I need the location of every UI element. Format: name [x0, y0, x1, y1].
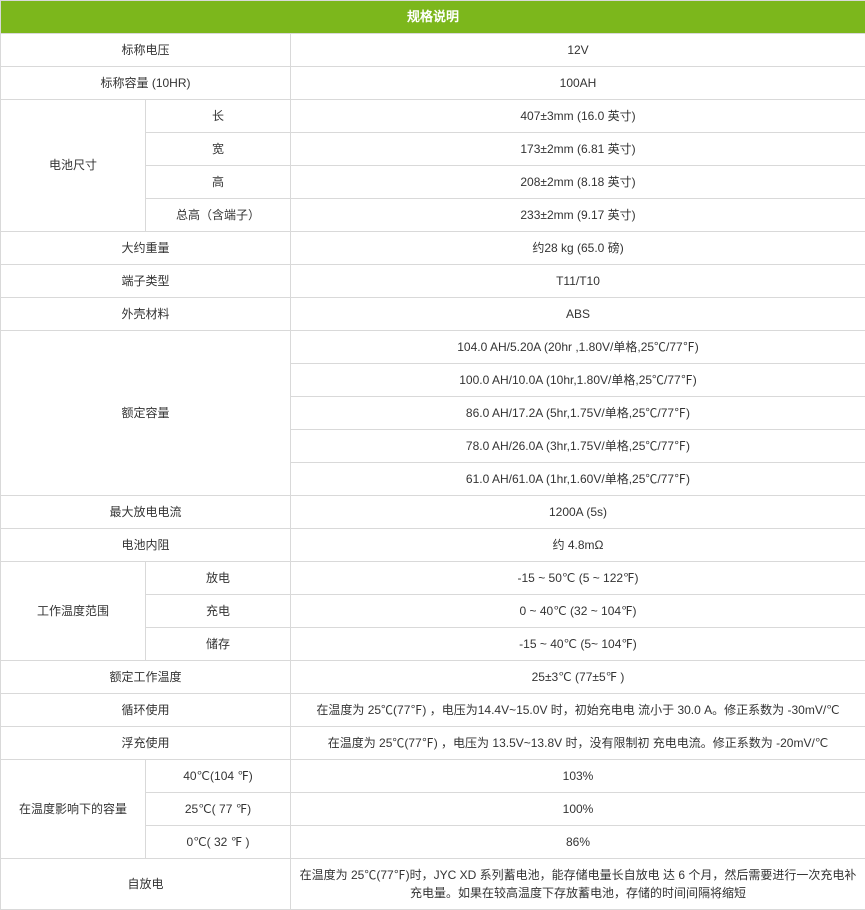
table-row: 外壳材料 ABS — [1, 297, 865, 330]
label-temp-range: 工作温度范围 — [1, 561, 146, 660]
table-row: 最大放电电流 1200A (5s) — [1, 495, 865, 528]
table-row: 循环使用 在温度为 25℃(77℉) ，电压为14.4V~15.0V 时，初始充… — [1, 693, 865, 726]
value-width: 173±2mm (6.81 英寸) — [291, 132, 865, 165]
value-40c: 103% — [291, 759, 865, 792]
value-self-discharge: 在温度为 25℃(77℉)时，JYC XD 系列蓄电池，能存储电量长自放电 达 … — [291, 858, 865, 909]
value-rated-capacity-2: 100.0 AH/10.0A (10hr,1.80V/单格,25℃/77℉) — [291, 363, 865, 396]
table-row: 浮充使用 在温度为 25℃(77℉) ，电压为 13.5V~13.8V 时，没有… — [1, 726, 865, 759]
table-row: 电池尺寸 长 407±3mm (16.0 英寸) — [1, 99, 865, 132]
value-charge-temp: 0 ~ 40℃ (32 ~ 104℉) — [291, 594, 865, 627]
spec-table: 规格说明 标称电压 12V 标称容量 (10HR) 100AH 电池尺寸 长 4… — [0, 0, 865, 910]
label-self-discharge: 自放电 — [1, 858, 291, 909]
label-temp-effect: 在温度影响下的容量 — [1, 759, 146, 858]
header-row: 规格说明 — [1, 1, 865, 34]
label-storage-temp: 储存 — [146, 627, 291, 660]
value-terminal: T11/T10 — [291, 264, 865, 297]
label-0c: 0℃( 32 ℉ ) — [146, 825, 291, 858]
table-row: 额定容量 104.0 AH/5.20A (20hr ,1.80V/单格,25℃/… — [1, 330, 865, 363]
label-weight: 大约重量 — [1, 231, 291, 264]
value-cycle-use: 在温度为 25℃(77℉) ，电压为14.4V~15.0V 时，初始充电电 流小… — [291, 693, 865, 726]
value-nominal-voltage: 12V — [291, 33, 865, 66]
label-rated-capacity: 额定容量 — [1, 330, 291, 495]
label-total-height: 总高（含端子） — [146, 198, 291, 231]
table-row: 标称容量 (10HR) 100AH — [1, 66, 865, 99]
table-row: 额定工作温度 25±3℃ (77±5℉ ) — [1, 660, 865, 693]
value-rated-capacity-4: 78.0 AH/26.0A (3hr,1.75V/单格,25℃/77℉) — [291, 429, 865, 462]
table-row: 端子类型 T11/T10 — [1, 264, 865, 297]
table-row: 在温度影响下的容量 40℃(104 ℉) 103% — [1, 759, 865, 792]
label-terminal: 端子类型 — [1, 264, 291, 297]
label-length: 长 — [146, 99, 291, 132]
table-row: 标称电压 12V — [1, 33, 865, 66]
label-charge-temp: 充电 — [146, 594, 291, 627]
label-40c: 40℃(104 ℉) — [146, 759, 291, 792]
value-height: 208±2mm (8.18 英寸) — [291, 165, 865, 198]
label-max-discharge: 最大放电电流 — [1, 495, 291, 528]
value-float-use: 在温度为 25℃(77℉) ，电压为 13.5V~13.8V 时，没有限制初 充… — [291, 726, 865, 759]
table-row: 电池内阻 约 4.8mΩ — [1, 528, 865, 561]
value-length: 407±3mm (16.0 英寸) — [291, 99, 865, 132]
label-internal-resistance: 电池内阻 — [1, 528, 291, 561]
table-row: 工作温度范围 放电 -15 ~ 50℃ (5 ~ 122℉) — [1, 561, 865, 594]
label-height: 高 — [146, 165, 291, 198]
label-nominal-capacity: 标称容量 (10HR) — [1, 66, 291, 99]
label-float-use: 浮充使用 — [1, 726, 291, 759]
value-rated-capacity-3: 86.0 AH/17.2A (5hr,1.75V/单格,25℃/77℉) — [291, 396, 865, 429]
value-internal-resistance: 约 4.8mΩ — [291, 528, 865, 561]
label-width: 宽 — [146, 132, 291, 165]
label-discharge-temp: 放电 — [146, 561, 291, 594]
value-weight: 约28 kg (65.0 磅) — [291, 231, 865, 264]
label-cycle-use: 循环使用 — [1, 693, 291, 726]
value-0c: 86% — [291, 825, 865, 858]
value-total-height: 233±2mm (9.17 英寸) — [291, 198, 865, 231]
table-row: 自放电 在温度为 25℃(77℉)时，JYC XD 系列蓄电池，能存储电量长自放… — [1, 858, 865, 909]
label-25c: 25℃( 77 ℉) — [146, 792, 291, 825]
value-case-material: ABS — [291, 297, 865, 330]
value-rated-temp: 25±3℃ (77±5℉ ) — [291, 660, 865, 693]
value-rated-capacity-1: 104.0 AH/5.20A (20hr ,1.80V/单格,25℃/77℉) — [291, 330, 865, 363]
value-nominal-capacity: 100AH — [291, 66, 865, 99]
value-25c: 100% — [291, 792, 865, 825]
label-dimensions: 电池尺寸 — [1, 99, 146, 231]
label-case-material: 外壳材料 — [1, 297, 291, 330]
value-discharge-temp: -15 ~ 50℃ (5 ~ 122℉) — [291, 561, 865, 594]
table-row: 大约重量 约28 kg (65.0 磅) — [1, 231, 865, 264]
value-max-discharge: 1200A (5s) — [291, 495, 865, 528]
value-rated-capacity-5: 61.0 AH/61.0A (1hr,1.60V/单格,25℃/77℉) — [291, 462, 865, 495]
label-nominal-voltage: 标称电压 — [1, 33, 291, 66]
table-title: 规格说明 — [1, 1, 865, 34]
value-storage-temp: -15 ~ 40℃ (5~ 104℉) — [291, 627, 865, 660]
label-rated-temp: 额定工作温度 — [1, 660, 291, 693]
